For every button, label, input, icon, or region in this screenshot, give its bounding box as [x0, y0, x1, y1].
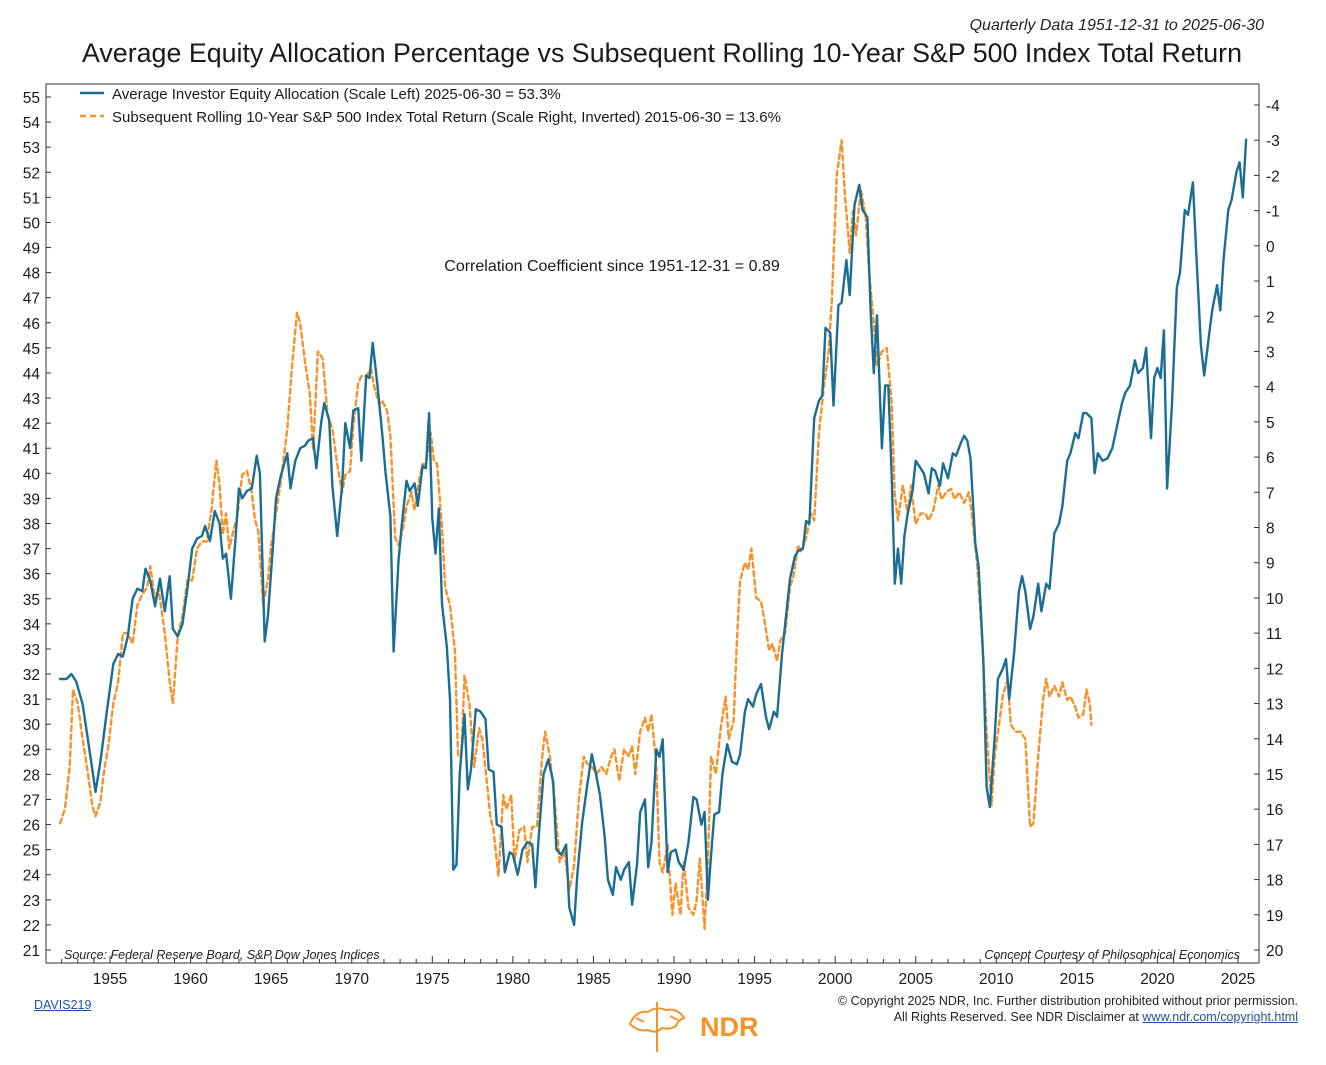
y-left-tick-label: 41 [23, 441, 40, 458]
legend: Average Investor Equity Allocation (Scal… [80, 86, 781, 126]
series-line-equity [58, 138, 1248, 927]
chart-subtitle: Quarterly Data 1951-12-31 to 2025-06-30 [970, 17, 1265, 34]
x-tick-label: 1970 [334, 971, 369, 988]
y-left-tick-label: 21 [23, 943, 40, 960]
y-left-tick-label: 22 [23, 918, 40, 935]
y-right-tick-label: 20 [1266, 943, 1284, 960]
ndr-brand: NDR [700, 1012, 759, 1042]
x-tick-label: 1985 [576, 971, 610, 988]
y-right-tick-label: 6 [1266, 450, 1275, 467]
x-tick-label: 2010 [979, 971, 1014, 988]
y-right-tick-label: 3 [1266, 344, 1275, 361]
concept-note: Concept Courtesy of Philosophical Econom… [984, 948, 1240, 962]
y-right-tick-label: 9 [1266, 556, 1275, 573]
y-left-tick-label: 23 [23, 893, 40, 910]
y-left-tick-label: 47 [23, 291, 40, 308]
series-group [58, 138, 1248, 931]
y-left-tick-label: 28 [23, 767, 40, 784]
chart-id-link[interactable]: DAVIS219 [34, 998, 92, 1012]
x-tick-label: 1975 [415, 971, 449, 988]
x-tick-label: 2000 [818, 971, 853, 988]
y-left-tick-label: 42 [23, 416, 40, 433]
y-right-tick-label: 4 [1266, 380, 1275, 397]
y-left-tick-label: 54 [23, 115, 41, 132]
y-left-tick-label: 40 [23, 466, 41, 483]
y-left-tick-label: 34 [23, 617, 41, 634]
y-left-tick-label: 33 [23, 642, 40, 659]
series-line-return [58, 138, 1093, 931]
x-tick-label: 2025 [1221, 971, 1255, 988]
y-left-tick-label: 48 [23, 266, 40, 283]
x-tick-label: 1960 [173, 971, 208, 988]
y-right-tick-label: 18 [1266, 873, 1283, 890]
copyright-line-1: © Copyright 2025 NDR, Inc. Further distr… [837, 994, 1298, 1008]
x-tick-label: 1995 [737, 971, 771, 988]
y-right-tick-label: 12 [1266, 661, 1283, 678]
x-tick-label: 1965 [254, 971, 288, 988]
y-left-tick-label: 24 [23, 868, 41, 885]
y-right-tick-label: 5 [1266, 415, 1275, 432]
x-tick-label: 2015 [1060, 971, 1094, 988]
legend-label-equity: Average Investor Equity Allocation (Scal… [112, 86, 561, 103]
y-right-tick-label: -2 [1266, 168, 1280, 185]
y-left-tick-label: 36 [23, 567, 40, 584]
copyright-notice: © Copyright 2025 NDR, Inc. Further distr… [838, 993, 1298, 1025]
copyright-line-2: All Rights Reserved. See NDR Disclaimer … [838, 1009, 1298, 1025]
axes: 2122232425262728293031323334353637383940… [23, 90, 1284, 988]
x-tick-label: 1990 [657, 971, 692, 988]
y-right-tick-label: 7 [1266, 485, 1275, 502]
source-note: Source: Federal Reserve Board, S&P Dow J… [64, 948, 380, 962]
y-right-tick-label: 0 [1266, 239, 1275, 256]
x-tick-label: 1955 [93, 971, 127, 988]
y-right-tick-label: 8 [1266, 521, 1275, 538]
y-left-tick-label: 46 [23, 316, 40, 333]
y-right-tick-label: 19 [1266, 908, 1283, 925]
correlation-annotation: Correlation Coefficient since 1951-12-31… [444, 258, 780, 275]
y-left-tick-label: 49 [23, 241, 40, 258]
y-right-tick-label: -4 [1266, 98, 1280, 115]
y-right-tick-label: 10 [1266, 591, 1284, 608]
y-left-tick-label: 53 [23, 140, 40, 157]
y-left-tick-label: 52 [23, 165, 40, 182]
y-left-tick-label: 26 [23, 818, 40, 835]
chart-title: Average Equity Allocation Percentage vs … [82, 38, 1242, 68]
bull-bear-icon [628, 1002, 686, 1052]
x-tick-label: 2005 [898, 971, 932, 988]
y-left-tick-label: 50 [23, 215, 41, 232]
y-right-tick-label: 15 [1266, 767, 1283, 784]
y-left-tick-label: 31 [23, 692, 40, 709]
copyright-line-2-text: All Rights Reserved. See NDR Disclaimer … [893, 1010, 1143, 1024]
y-left-tick-label: 45 [23, 341, 40, 358]
y-left-tick-label: 25 [23, 843, 40, 860]
copyright-link[interactable]: www.ndr.com/copyright.html [1142, 1010, 1298, 1024]
y-left-tick-label: 30 [23, 717, 41, 734]
y-left-tick-label: 55 [23, 90, 40, 107]
y-right-tick-label: 14 [1266, 732, 1284, 749]
y-right-tick-label: 1 [1266, 274, 1275, 291]
y-right-tick-label: -3 [1266, 133, 1280, 150]
y-left-tick-label: 35 [23, 592, 40, 609]
y-right-tick-label: -1 [1266, 204, 1280, 221]
y-left-tick-label: 27 [23, 792, 40, 809]
x-tick-label: 2020 [1140, 971, 1175, 988]
y-right-tick-label: 2 [1266, 309, 1275, 326]
y-right-tick-label: 11 [1266, 626, 1282, 643]
y-left-tick-label: 29 [23, 742, 40, 759]
x-tick-label: 1980 [496, 971, 531, 988]
y-left-tick-label: 38 [23, 517, 40, 534]
y-right-tick-label: 16 [1266, 802, 1283, 819]
y-left-tick-label: 51 [23, 190, 40, 207]
legend-label-return: Subsequent Rolling 10-Year S&P 500 Index… [112, 109, 781, 126]
y-right-tick-label: 17 [1266, 837, 1283, 854]
y-left-tick-label: 44 [23, 366, 41, 383]
y-left-tick-label: 37 [23, 542, 40, 559]
y-right-tick-label: 13 [1266, 697, 1283, 714]
y-left-tick-label: 32 [23, 667, 40, 684]
ndr-logo: NDR [628, 1002, 759, 1052]
y-left-tick-label: 43 [23, 391, 40, 408]
y-left-tick-label: 39 [23, 491, 40, 508]
